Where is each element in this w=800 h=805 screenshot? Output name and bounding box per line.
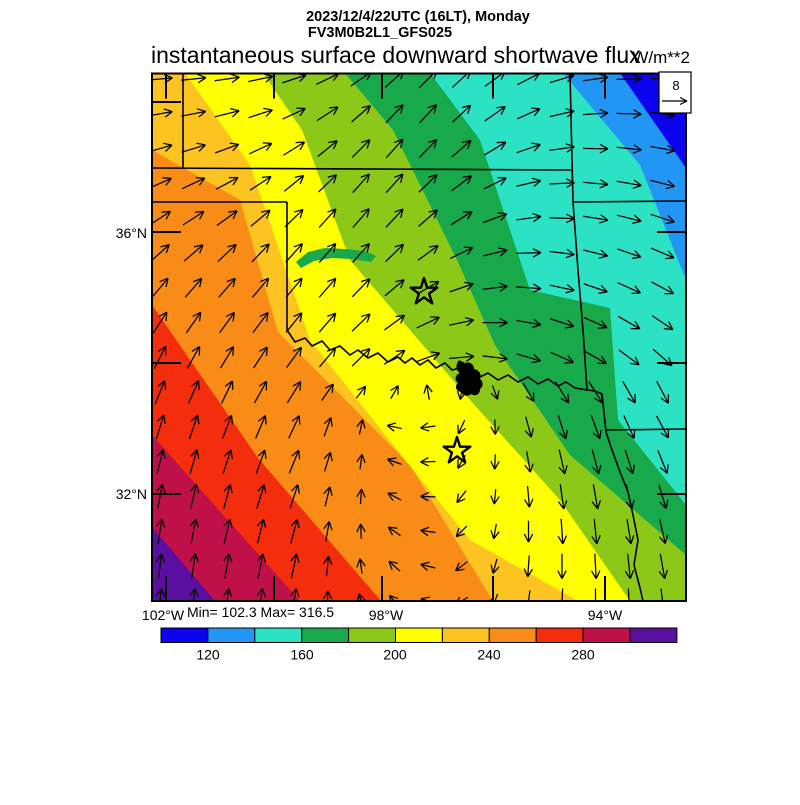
arkansas-louisiana-33N-border [606,429,686,430]
reference-vector-value: 8 [672,78,679,93]
colorbar-segment [536,628,583,643]
colorbar: 120 160 200 240 280 [161,628,677,663]
colorbar-segment [208,628,255,643]
plot-model-line: FV3M0B2L1_GFS025 [308,25,452,41]
map-area [147,67,686,614]
colorbar-segment [442,628,489,643]
plot-units-label: W/m**2 [632,48,690,67]
lon-label: 102°W [142,607,185,623]
colorbar-tick-label: 200 [383,647,407,663]
shortwave-flux-plot: 2023/12/4/22UTC (16LT), Monday FV3M0B2L1… [0,0,800,800]
weather-plot-page: 2023/12/4/22UTC (16LT), Monday FV3M0B2L1… [0,0,800,800]
colorbar-segment [489,628,536,643]
colorbar-segment [396,628,443,643]
lon-label: 94°W [588,607,623,623]
lon-label: 98°W [369,607,404,623]
colorbar-segment [583,628,630,643]
plot-date-line: 2023/12/4/22UTC (16LT), Monday [306,9,530,25]
lat-label: 36°N [116,225,147,241]
colorbar-segment [255,628,302,643]
reference-vector-box: 8 [659,72,691,113]
colorbar-segment [302,628,349,643]
colorbar-tick-label: 120 [196,647,220,663]
min-max-readout: Min= 102.3 Max= 316.5 [187,604,334,620]
contour-fill-bands [152,73,686,601]
plot-title: instantaneous surface downward shortwave… [151,42,641,68]
colorbar-tick-label: 160 [290,647,314,663]
missouri-arkansas-border [573,201,686,202]
colorbar-segment [349,628,396,643]
colorbar-tick-label: 240 [477,647,501,663]
colorbar-tick-label: 280 [571,647,595,663]
colorbar-segment [630,628,677,643]
colorbar-segment [161,628,208,643]
lat-label: 32°N [116,486,147,502]
